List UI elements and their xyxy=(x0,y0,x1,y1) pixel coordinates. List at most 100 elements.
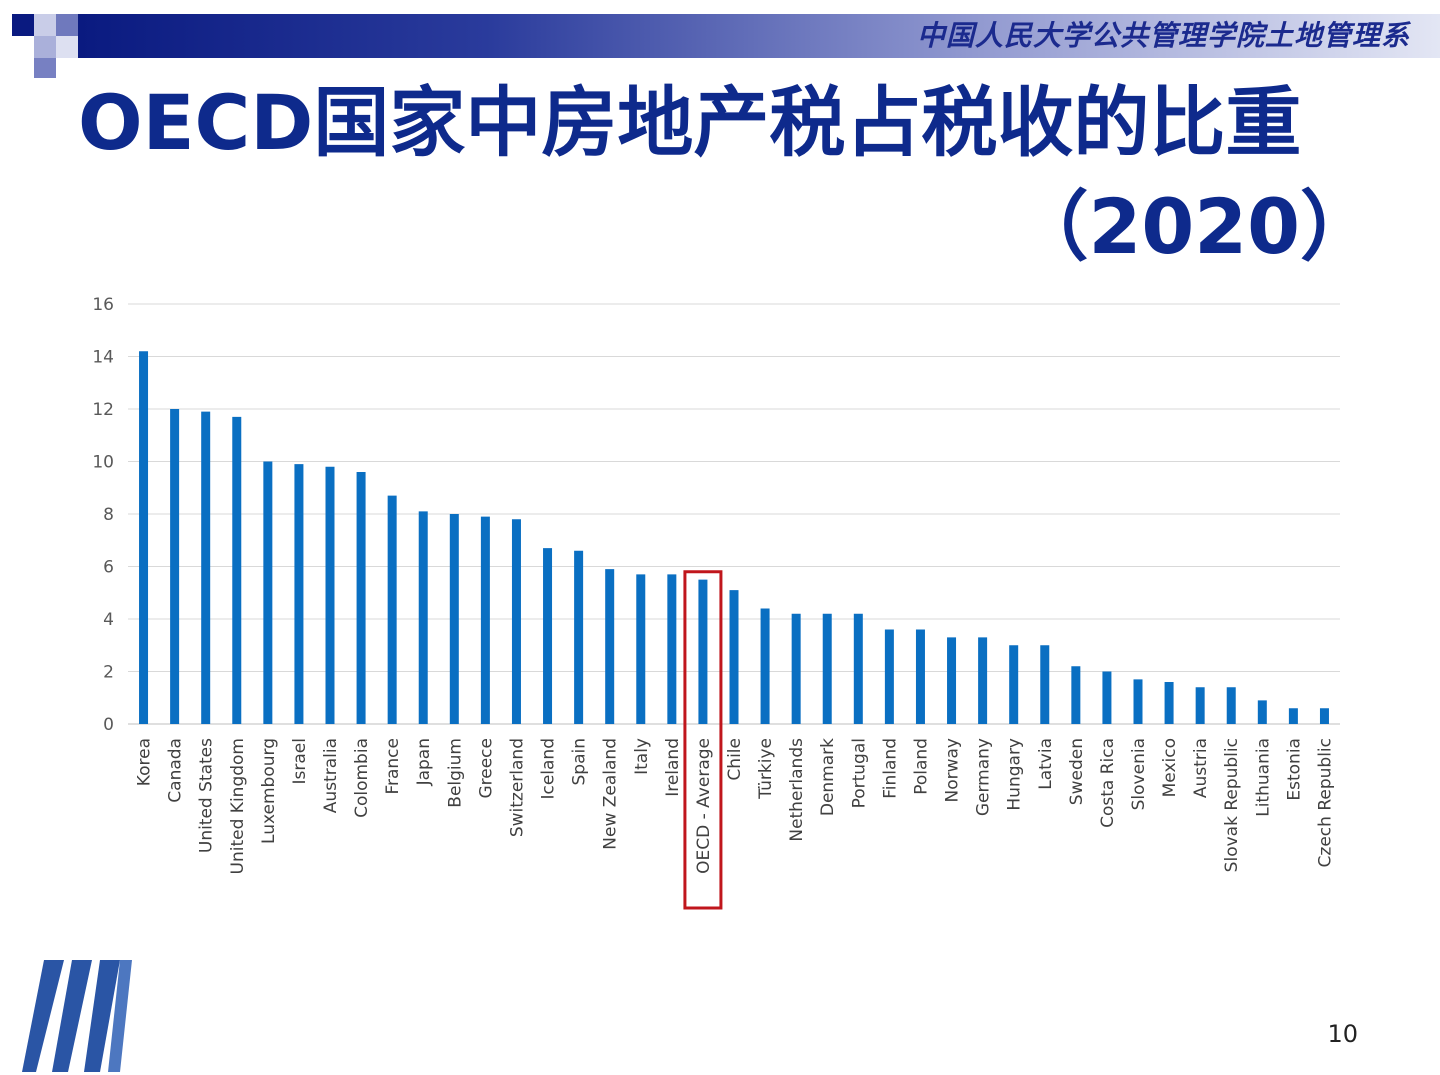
bar xyxy=(1102,671,1112,724)
bar xyxy=(791,613,801,724)
page-number: 10 xyxy=(1327,1020,1358,1048)
y-tick-label: 12 xyxy=(92,400,114,420)
y-tick-label: 4 xyxy=(103,610,114,630)
bar xyxy=(543,548,553,724)
header-deco-square xyxy=(56,14,78,36)
university-logo-icon xyxy=(22,960,132,1072)
x-tick-label: Estonia xyxy=(1284,738,1304,801)
header-deco-square xyxy=(34,58,56,78)
bars xyxy=(139,351,1329,724)
bar xyxy=(449,514,459,724)
bar xyxy=(387,495,397,724)
x-tick-label: Iceland xyxy=(539,738,559,800)
y-tick-label: 8 xyxy=(103,505,114,525)
x-tick-label: Lithuania xyxy=(1253,738,1273,817)
bar xyxy=(325,466,335,724)
x-tick-label: Denmark xyxy=(818,738,838,816)
bar xyxy=(232,416,242,724)
x-tick-label: Japan xyxy=(414,738,434,786)
bar xyxy=(667,574,677,724)
bar xyxy=(418,511,428,724)
x-tick-label: Slovenia xyxy=(1129,738,1149,810)
x-tick-label: Slovak Republic xyxy=(1222,738,1242,872)
bar xyxy=(1319,708,1329,724)
bar xyxy=(915,629,925,724)
y-tick-label: 2 xyxy=(103,663,114,683)
bar xyxy=(760,608,770,724)
x-tick-label: Netherlands xyxy=(787,738,807,842)
x-tick-label: Australia xyxy=(321,738,341,813)
institution-name: 中国人民大学公共管理学院土地管理系 xyxy=(916,19,1410,52)
header-deco-square xyxy=(12,14,34,36)
bar xyxy=(947,637,957,724)
y-tick-label: 10 xyxy=(92,453,114,473)
x-tick-label: Costa Rica xyxy=(1098,738,1118,828)
x-tick-label: Mexico xyxy=(1160,738,1180,797)
x-tick-label: Sweden xyxy=(1067,738,1087,805)
x-tick-label: OECD - Average xyxy=(694,738,714,874)
bar xyxy=(480,516,490,724)
bar xyxy=(1071,666,1081,724)
bar xyxy=(170,409,180,724)
bar xyxy=(978,637,988,724)
x-tick-label: Latvia xyxy=(1036,738,1056,790)
y-tick-label: 14 xyxy=(92,348,114,368)
x-tick-label: Belgium xyxy=(445,738,465,808)
x-tick-label: Chile xyxy=(725,738,745,781)
x-tick-label: New Zealand xyxy=(601,738,621,850)
x-tick-label: Greece xyxy=(476,738,496,799)
header-bar xyxy=(78,14,1440,58)
slide-title: OECD国家中房地产税占税收的比重 xyxy=(78,78,1302,167)
bar xyxy=(822,613,832,724)
oecd-average-highlight-box xyxy=(683,570,723,910)
bar xyxy=(356,472,366,724)
x-tick-label: Korea xyxy=(135,738,155,786)
x-tick-label: Finland xyxy=(880,738,900,799)
bar xyxy=(1164,682,1174,724)
bar xyxy=(853,613,863,724)
header-deco-square xyxy=(34,36,56,58)
bar xyxy=(1040,645,1050,724)
x-axis-labels: Korea Canada United States United Kingdom Lu… xyxy=(135,738,1336,875)
bar xyxy=(1226,687,1236,724)
x-tick-label: Türkiye xyxy=(756,738,776,800)
bar xyxy=(574,550,584,724)
x-tick-label: Ireland xyxy=(663,738,683,797)
x-tick-label: Hungary xyxy=(1005,738,1025,811)
x-tick-label: Spain xyxy=(570,738,590,786)
bar xyxy=(263,461,273,724)
y-axis-ticks: 0 2 4 6 8 10 12 14 16 xyxy=(92,295,114,735)
y-tick-label: 6 xyxy=(103,558,114,578)
bar xyxy=(605,569,615,724)
x-tick-label: Austria xyxy=(1191,738,1211,798)
header-deco-square xyxy=(34,14,56,36)
bar xyxy=(139,351,149,724)
bar xyxy=(698,579,708,724)
bar xyxy=(294,464,304,724)
x-tick-label: Israel xyxy=(290,738,310,784)
x-tick-label: France xyxy=(383,738,403,795)
x-tick-label: Canada xyxy=(166,738,186,803)
bar xyxy=(729,590,739,724)
x-tick-label: Czech Republic xyxy=(1315,738,1335,867)
bar-chart: 0 2 4 6 8 10 12 14 16 Korea Canada United States Un… xyxy=(92,295,1340,910)
header-deco-square xyxy=(56,36,78,58)
bar xyxy=(511,519,521,724)
x-tick-label: United States xyxy=(197,738,217,853)
x-tick-label: Germany xyxy=(974,738,994,816)
x-tick-label: Poland xyxy=(911,738,931,795)
bar xyxy=(1133,679,1143,724)
x-tick-label: Portugal xyxy=(849,738,869,808)
y-tick-label: 16 xyxy=(92,295,114,315)
x-tick-label: Italy xyxy=(632,738,652,775)
bar xyxy=(636,574,646,724)
slide-title-year: （2020） xyxy=(1012,182,1376,271)
bar xyxy=(1009,645,1019,724)
bar xyxy=(884,629,894,724)
bar xyxy=(201,411,211,724)
bar xyxy=(1257,700,1267,724)
x-tick-label: Norway xyxy=(943,738,963,803)
x-tick-label: Luxembourg xyxy=(259,738,279,844)
x-tick-label: United Kingdom xyxy=(228,738,248,874)
x-tick-label: Colombia xyxy=(352,738,372,818)
